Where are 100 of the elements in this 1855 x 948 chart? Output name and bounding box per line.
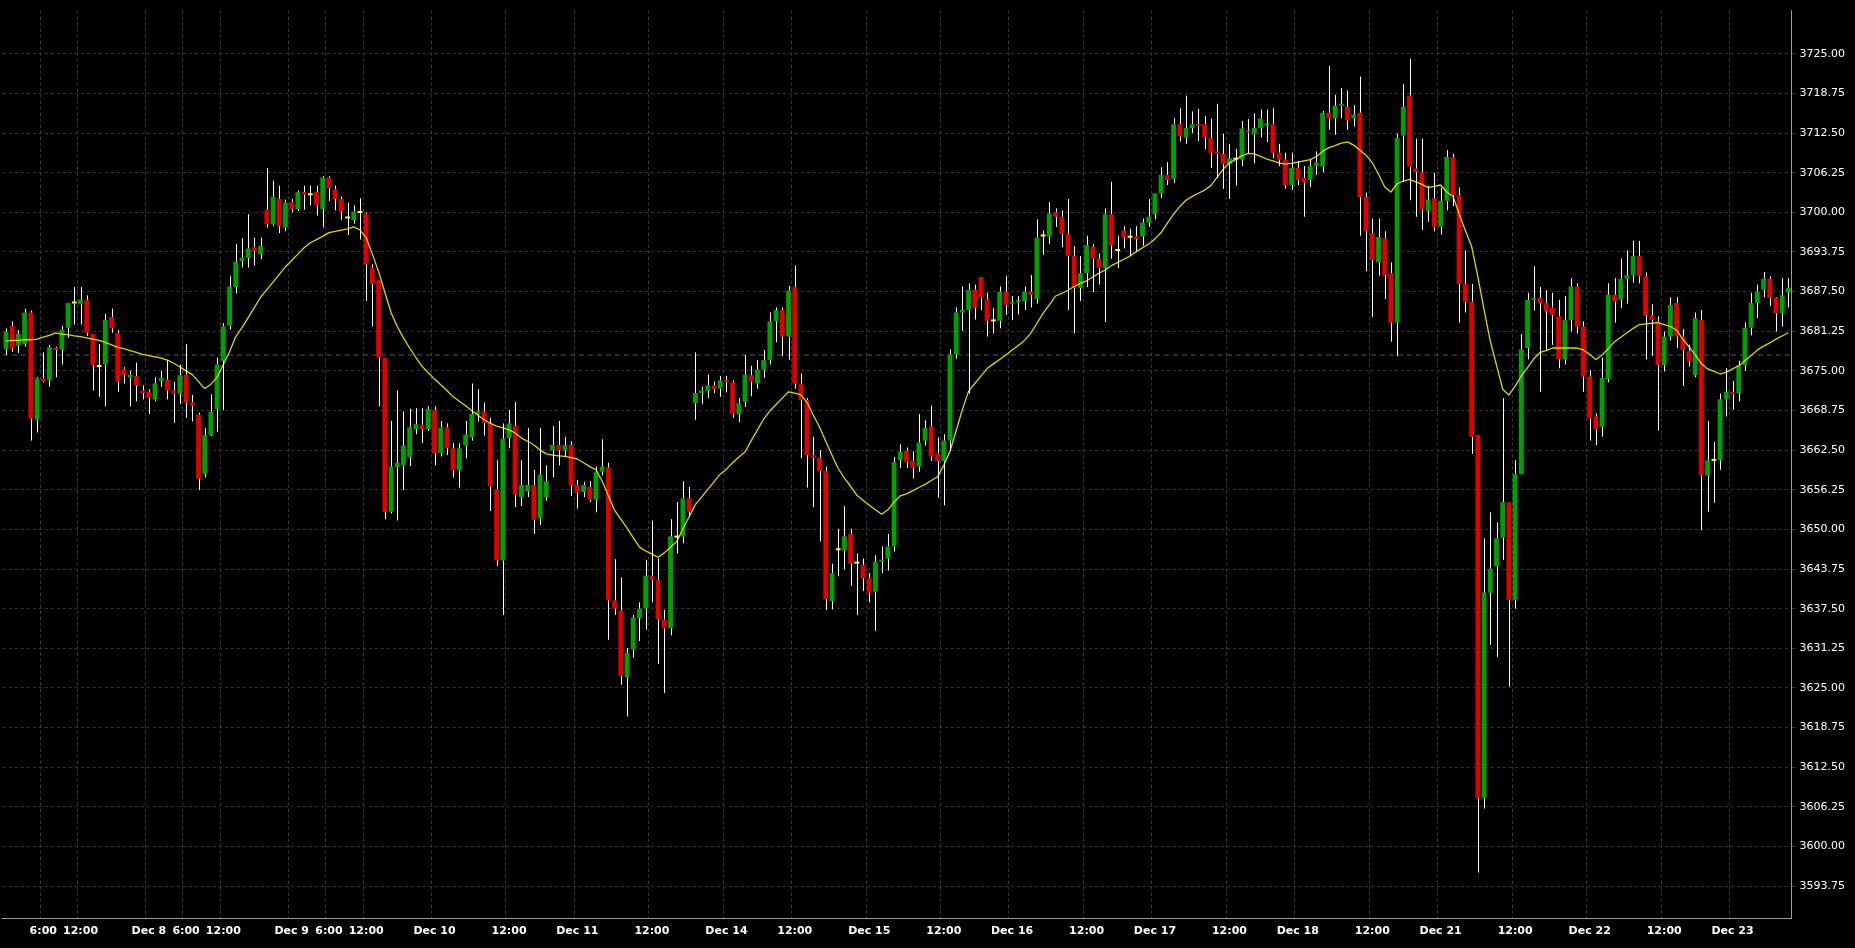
y-tick-label: 3681.25 bbox=[1799, 324, 1846, 338]
candlestick bbox=[1463, 249, 1468, 313]
x-tick-label: 12:00 bbox=[634, 924, 670, 938]
candlestick bbox=[1692, 311, 1698, 378]
x-tick-label: Dec 14 bbox=[705, 924, 748, 938]
candlestick bbox=[1674, 296, 1680, 349]
x-tick-label: Dec 23 bbox=[1711, 924, 1754, 938]
y-tick-label: 3637.50 bbox=[1799, 601, 1846, 615]
candlestick bbox=[1109, 181, 1114, 260]
candlestick bbox=[817, 449, 822, 542]
candlestick bbox=[773, 306, 779, 343]
candlestick bbox=[1369, 218, 1375, 318]
candlestick bbox=[258, 237, 264, 260]
y-tick-label: 3693.75 bbox=[1799, 244, 1846, 258]
candlestick bbox=[425, 405, 431, 432]
x-tick-label: 12:00 bbox=[1497, 924, 1533, 938]
candlestick bbox=[1158, 166, 1164, 199]
candlestick bbox=[1512, 459, 1518, 610]
x-tick-label: 6:00 bbox=[315, 924, 343, 938]
candlestick bbox=[1090, 243, 1096, 293]
candlestick bbox=[1531, 265, 1537, 312]
candlestick bbox=[512, 401, 518, 508]
candlestick bbox=[47, 344, 52, 388]
y-tick-label: 3625.00 bbox=[1799, 680, 1846, 694]
candlestick bbox=[1121, 225, 1127, 249]
candlestick bbox=[1394, 133, 1400, 357]
candlestick bbox=[1338, 87, 1344, 119]
x-tick-label: Dec 16 bbox=[990, 924, 1034, 938]
candlestick bbox=[1618, 258, 1624, 309]
candlestick bbox=[320, 177, 326, 228]
candlestick bbox=[1748, 292, 1754, 336]
candlestick bbox=[1245, 118, 1251, 154]
candlestick bbox=[84, 294, 90, 337]
candlestick bbox=[804, 397, 810, 489]
candlestick bbox=[1307, 159, 1313, 188]
candlestick bbox=[1699, 309, 1704, 531]
candlestick bbox=[599, 438, 605, 476]
candlestick bbox=[1084, 235, 1090, 288]
y-tick-label: 3656.25 bbox=[1799, 482, 1846, 496]
candlestick bbox=[1133, 225, 1139, 252]
candlestick bbox=[1661, 331, 1667, 372]
candlestick bbox=[984, 292, 990, 338]
candlestick bbox=[1171, 117, 1176, 184]
candlestick bbox=[748, 365, 754, 397]
candlestick bbox=[1407, 58, 1412, 201]
x-tick-label: Dec 11 bbox=[556, 924, 599, 938]
y-tick-label: 3643.75 bbox=[1799, 561, 1846, 575]
candlestick bbox=[134, 362, 139, 402]
candlestick bbox=[220, 322, 226, 411]
y-tick-label: 3706.25 bbox=[1799, 165, 1846, 179]
x-tick-label: 12:00 bbox=[1211, 924, 1248, 938]
candlestick bbox=[1630, 240, 1636, 284]
candlestick bbox=[605, 462, 611, 641]
candlestick bbox=[1562, 295, 1568, 365]
candlestick bbox=[1189, 110, 1195, 134]
candlestick bbox=[997, 285, 1003, 329]
x-tick-label: Dec 9 bbox=[274, 924, 309, 938]
candlestick bbox=[1289, 152, 1294, 191]
candlestick bbox=[214, 357, 220, 433]
candlestick bbox=[866, 572, 872, 603]
y-tick-label: 3606.25 bbox=[1799, 799, 1846, 813]
candlestick bbox=[1276, 143, 1282, 167]
y-tick-label: 3700.00 bbox=[1799, 205, 1846, 219]
candlestick bbox=[102, 313, 108, 407]
candlestick bbox=[475, 388, 481, 423]
candlestick bbox=[1761, 271, 1766, 298]
candlestick bbox=[438, 420, 444, 457]
candlestick bbox=[488, 417, 493, 512]
x-tick-label: 12:00 bbox=[348, 924, 385, 938]
candlestick bbox=[649, 520, 655, 603]
candlestick bbox=[873, 554, 878, 632]
candlestick bbox=[1363, 192, 1369, 272]
candlestick bbox=[1053, 207, 1058, 228]
candlestick bbox=[779, 306, 785, 357]
candlestick bbox=[183, 343, 189, 419]
candlestick bbox=[848, 528, 854, 587]
candlestick bbox=[661, 609, 667, 694]
candlestick bbox=[177, 363, 183, 405]
candlestick bbox=[289, 198, 295, 213]
candlestick bbox=[158, 370, 164, 388]
candlestick bbox=[618, 577, 624, 686]
candlestick bbox=[1220, 133, 1226, 190]
candlestick bbox=[1717, 393, 1723, 471]
candlestick bbox=[456, 442, 462, 489]
candlestick bbox=[581, 481, 586, 498]
candlestick bbox=[295, 191, 301, 212]
x-tick-label: 12:00 bbox=[63, 924, 99, 938]
candlestick bbox=[450, 442, 456, 478]
candlestick bbox=[1481, 537, 1487, 809]
candlestick bbox=[1456, 187, 1462, 324]
candlestick bbox=[736, 397, 742, 423]
candlestick bbox=[531, 469, 537, 535]
candlestick bbox=[245, 213, 251, 268]
candlestick bbox=[189, 394, 195, 423]
y-tick-label: 3687.50 bbox=[1799, 284, 1846, 298]
candlestick bbox=[755, 359, 760, 390]
x-tick-label: Dec 22 bbox=[1568, 924, 1611, 938]
candlestick bbox=[1077, 255, 1083, 302]
candlestick bbox=[891, 456, 897, 553]
candlestick bbox=[1444, 149, 1450, 211]
